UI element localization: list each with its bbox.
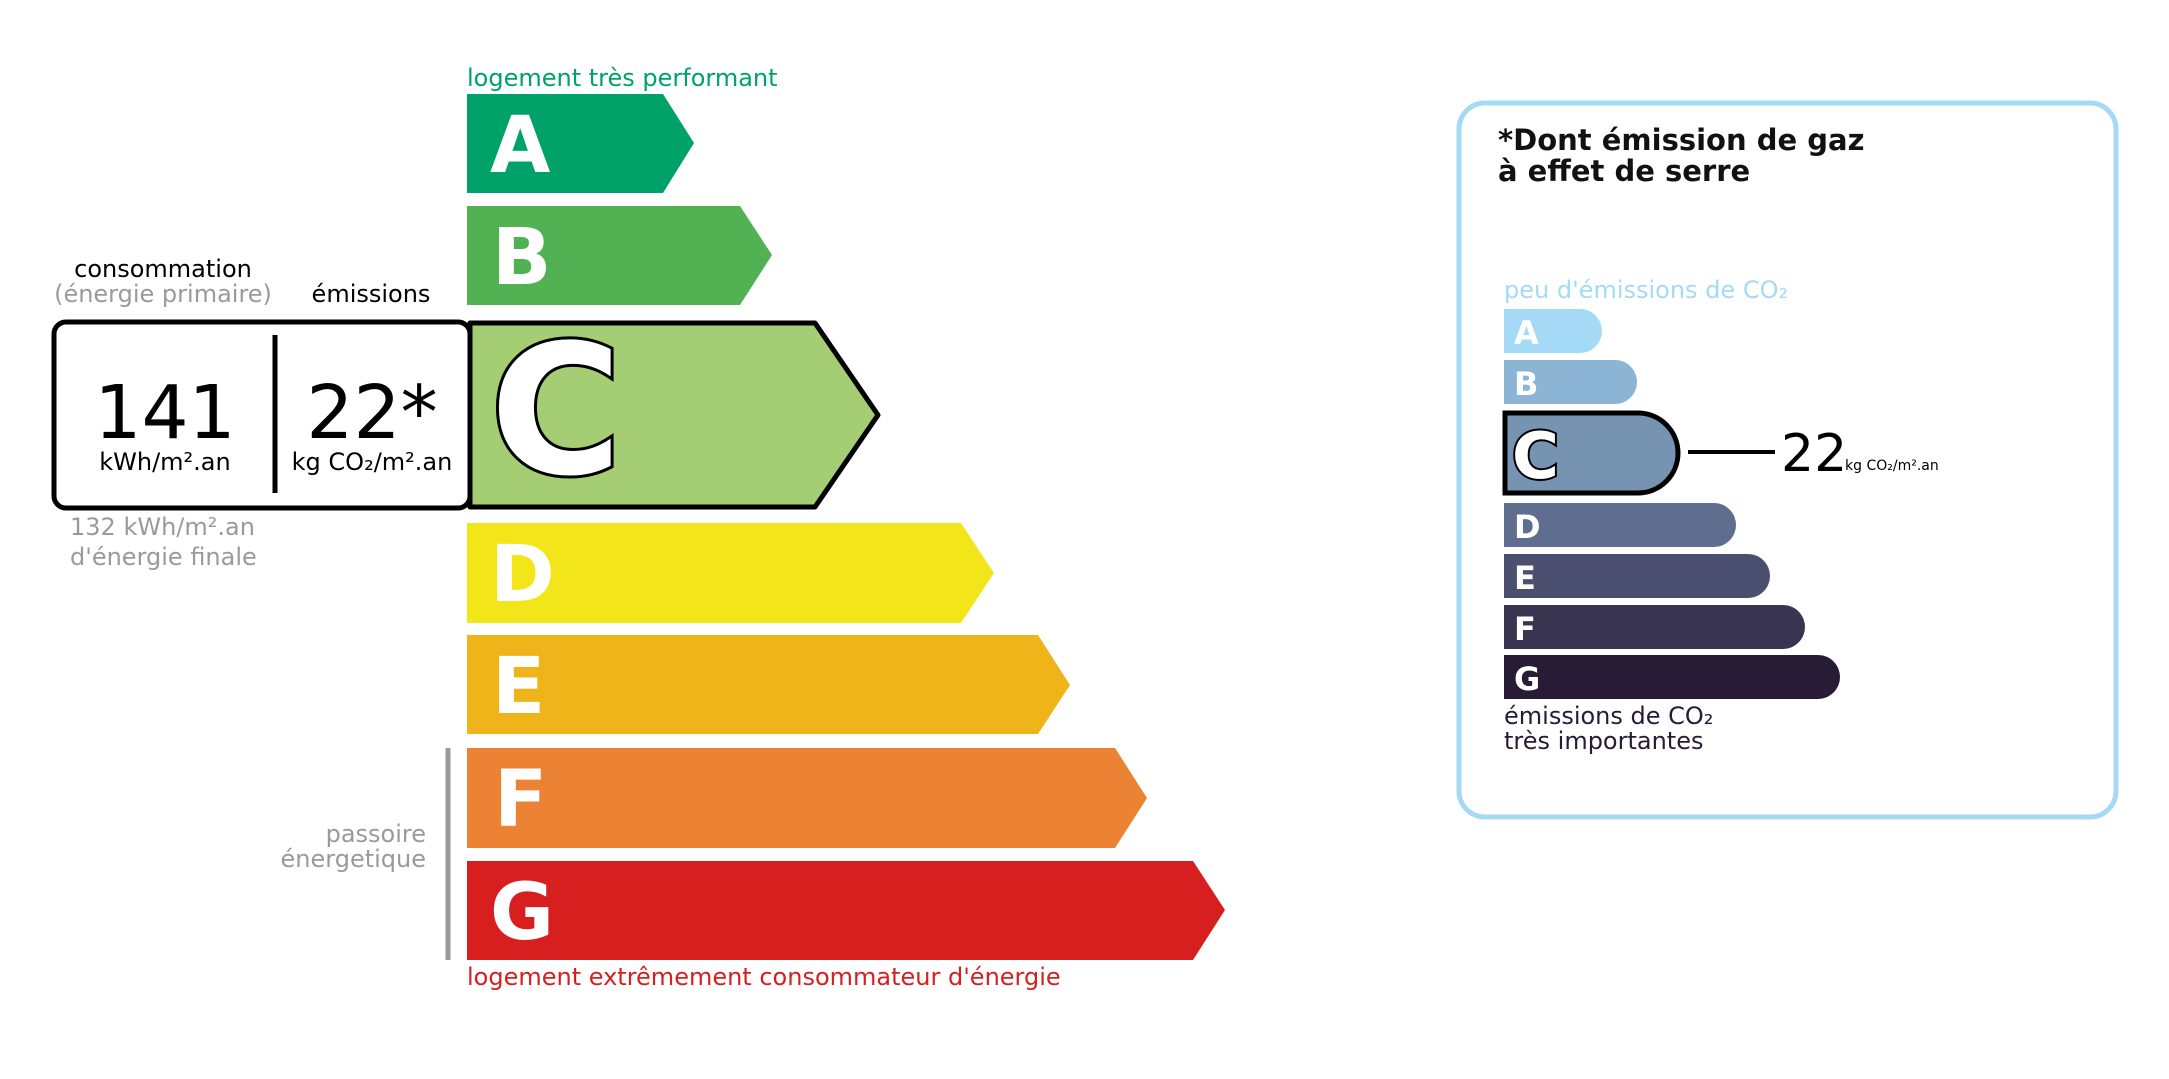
ges-letter-b: B xyxy=(1514,365,1538,403)
energy-letter-a: A xyxy=(490,101,550,191)
energy-letter-d: D xyxy=(490,530,555,620)
ges-bottom-label-1: émissions de CO₂ xyxy=(1504,702,1713,730)
energy-bar-b-shape xyxy=(467,206,772,305)
energy-letter-g: G xyxy=(490,868,554,958)
ges-top-label: peu d'émissions de CO₂ xyxy=(1504,276,1788,304)
energy-bar-d: D xyxy=(467,523,994,623)
energy-letter-f: F xyxy=(494,755,547,845)
energy-letter-c: C xyxy=(490,307,622,516)
ges-unit: kg CO₂/m².an xyxy=(1845,458,1939,474)
consumption-subheader: (énergie primaire) xyxy=(54,280,272,308)
ges-bottom-label-2: très importantes xyxy=(1504,727,1704,755)
ges-bar-g xyxy=(1504,655,1840,699)
energy-bar-e-shape xyxy=(467,635,1070,734)
consumption-value: 141 xyxy=(94,370,235,456)
energy-bar-a: A xyxy=(467,94,694,193)
ges-letter-c: C xyxy=(1512,420,1559,494)
ges-bar-a xyxy=(1504,309,1602,353)
energy-bar-e: E xyxy=(467,635,1070,734)
ges-title-1: *Dont émission de gaz xyxy=(1498,123,1864,157)
ges-panel: *Dont émission de gaz à effet de serre p… xyxy=(1456,100,2119,820)
current-values-box: 141 kWh/m².an 22* kg CO₂/m².an xyxy=(51,319,473,511)
energy-bar-a-shape xyxy=(467,94,694,193)
energy-bar-f: F xyxy=(467,748,1147,848)
passoire-label-1: passoire xyxy=(326,820,426,848)
passoire-label-2: énergetique xyxy=(281,845,426,873)
consumption-header: consommation xyxy=(74,255,252,283)
energy-letter-b: B xyxy=(492,213,551,303)
ges-letter-e: E xyxy=(1514,559,1536,597)
ges-letter-a: A xyxy=(1514,314,1539,352)
bottom-label: logement extrêmement consommateur d'éner… xyxy=(467,963,1061,991)
ges-bar-f xyxy=(1504,605,1805,649)
ges-letter-f: F xyxy=(1514,610,1536,648)
energy-bar-c-shape xyxy=(467,320,881,510)
energy-letter-e: E xyxy=(492,642,545,732)
ges-letter-d: D xyxy=(1514,508,1541,546)
energy-bar-d-shape xyxy=(467,523,994,623)
ges-bar-c-current xyxy=(1502,410,1681,496)
energy-bar-f-shape xyxy=(467,748,1147,848)
energy-bar-g: G xyxy=(467,861,1225,960)
emissions-value: 22* xyxy=(306,370,437,456)
ges-bar-b xyxy=(1504,360,1637,404)
ges-bar-d xyxy=(1504,503,1736,547)
ges-letter-g: G xyxy=(1514,660,1540,698)
ges-title-2: à effet de serre xyxy=(1498,154,1750,188)
ges-bar-e xyxy=(1504,554,1770,598)
top-label: logement très performant xyxy=(467,64,778,92)
final-energy-label: d'énergie finale xyxy=(70,543,257,571)
final-energy-value: 132 kWh/m².an xyxy=(70,513,255,541)
consumption-unit: kWh/m².an xyxy=(99,448,230,476)
energy-bar-b: B xyxy=(467,206,772,305)
emissions-header: émissions xyxy=(312,280,431,308)
emissions-unit: kg CO₂/m².an xyxy=(292,448,453,476)
energy-bar-c-current: C xyxy=(467,304,881,519)
ges-value: 22 xyxy=(1781,424,1847,484)
energy-bar-g-shape xyxy=(467,861,1225,960)
